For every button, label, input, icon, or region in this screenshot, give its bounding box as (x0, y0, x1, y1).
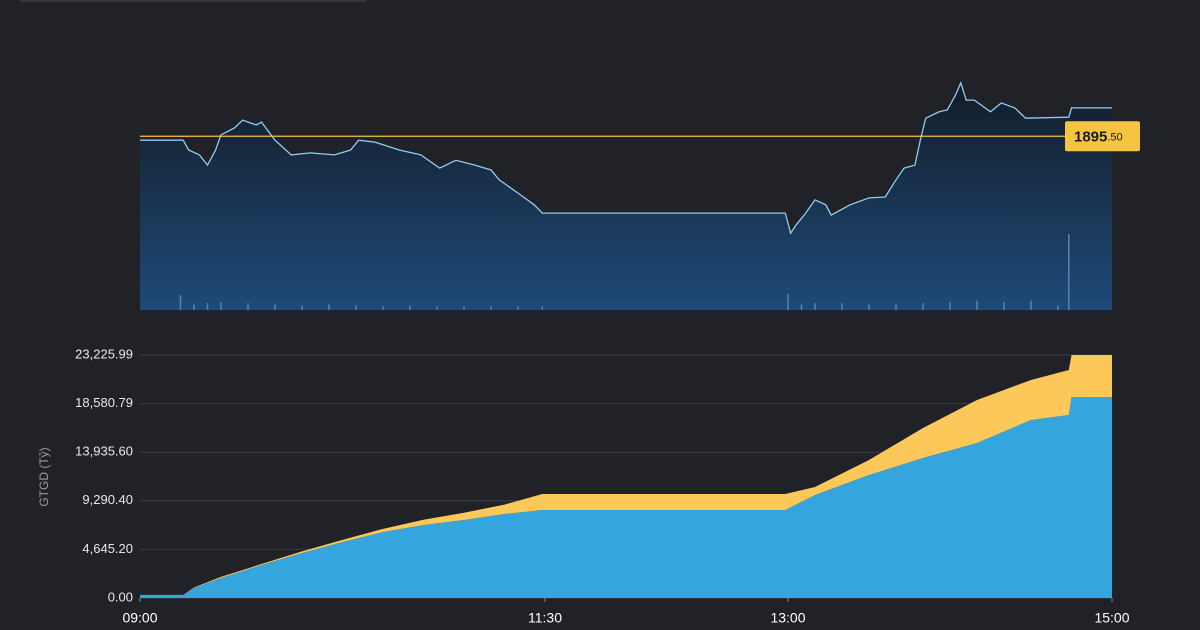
volume-bar (841, 303, 843, 310)
volume-bar (274, 304, 276, 310)
volume-bar (1003, 301, 1005, 310)
volume-bar (409, 305, 411, 310)
volume-bar (490, 306, 492, 310)
volume-bar (301, 305, 303, 310)
volume-bar (193, 304, 195, 310)
reference-label-decimals: .50 (1107, 131, 1122, 143)
reference-label: 1895.50 (1074, 128, 1123, 145)
volume-bar (814, 303, 816, 310)
volume-bar (463, 306, 465, 310)
volume-bar (895, 304, 897, 310)
volume-bar (179, 295, 182, 310)
volume-bar (355, 305, 357, 310)
x-tick-label: 13:00 (770, 610, 805, 626)
volume-bar (800, 304, 803, 310)
volume-bar (328, 304, 330, 310)
volume-bar (922, 303, 924, 310)
volume-bar (206, 303, 209, 310)
reference-label-integer: 1895 (1074, 128, 1107, 145)
volume-bar (949, 301, 951, 310)
volume-bar (1068, 234, 1070, 310)
y-axis-label: GTGD (Tỷ) (37, 447, 51, 506)
y-tick-label: 9,290.40 (82, 492, 133, 507)
volume-bar (382, 306, 384, 310)
y-tick-label: 13,935.60 (75, 444, 133, 459)
volume-bar (517, 306, 519, 310)
y-tick-label: 23,225.99 (75, 346, 133, 361)
y-tick-label: 18,580.79 (75, 395, 133, 410)
reference-label-box (1065, 121, 1140, 152)
volume-bar (220, 301, 222, 310)
volume-bar (1057, 305, 1059, 310)
x-tick-label: 11:30 (528, 610, 562, 626)
volume-bar (976, 300, 978, 310)
volume-bar (247, 303, 249, 310)
volume-bar (436, 306, 438, 310)
volume-bar (1030, 300, 1032, 310)
x-tick-label: 15:00 (1094, 610, 1129, 626)
volume-bar (787, 293, 789, 310)
price-line (140, 81, 1112, 235)
x-tick-label: 09:00 (122, 610, 157, 626)
stacked-area (140, 397, 1112, 598)
volume-bar (541, 306, 544, 310)
price-area (140, 82, 1112, 311)
volume-bar (868, 304, 870, 310)
y-tick-label: 4,645.20 (82, 541, 133, 556)
y-tick-label: 0.00 (108, 589, 133, 604)
